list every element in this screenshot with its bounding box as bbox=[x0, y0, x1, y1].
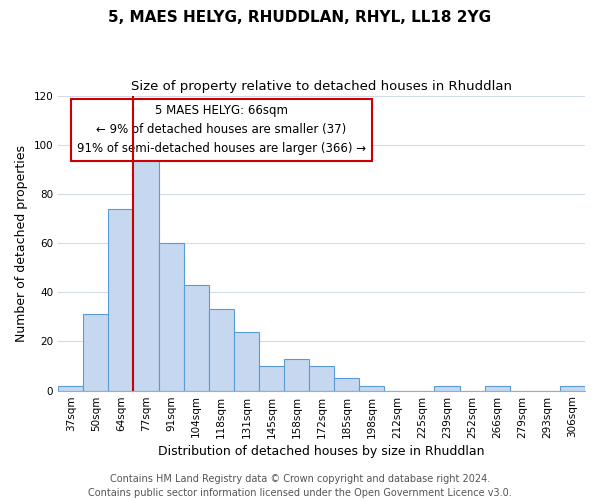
Bar bbox=[485, 386, 510, 390]
Text: 5 MAES HELYG: 66sqm
← 9% of detached houses are smaller (37)
91% of semi-detache: 5 MAES HELYG: 66sqm ← 9% of detached hou… bbox=[77, 104, 366, 156]
Bar bbox=[434, 386, 460, 390]
Bar bbox=[109, 208, 133, 390]
Bar bbox=[309, 366, 334, 390]
Bar bbox=[83, 314, 109, 390]
Bar bbox=[560, 386, 585, 390]
Bar bbox=[284, 358, 309, 390]
Y-axis label: Number of detached properties: Number of detached properties bbox=[15, 144, 28, 342]
Bar bbox=[334, 378, 359, 390]
Text: Contains HM Land Registry data © Crown copyright and database right 2024.
Contai: Contains HM Land Registry data © Crown c… bbox=[88, 474, 512, 498]
Title: Size of property relative to detached houses in Rhuddlan: Size of property relative to detached ho… bbox=[131, 80, 512, 93]
Bar bbox=[234, 332, 259, 390]
Bar bbox=[259, 366, 284, 390]
X-axis label: Distribution of detached houses by size in Rhuddlan: Distribution of detached houses by size … bbox=[158, 444, 485, 458]
Bar bbox=[158, 243, 184, 390]
Bar bbox=[184, 285, 209, 391]
Bar bbox=[209, 310, 234, 390]
Bar bbox=[58, 386, 83, 390]
Bar bbox=[133, 157, 158, 390]
Bar bbox=[359, 386, 385, 390]
Text: 5, MAES HELYG, RHUDDLAN, RHYL, LL18 2YG: 5, MAES HELYG, RHUDDLAN, RHYL, LL18 2YG bbox=[109, 10, 491, 25]
